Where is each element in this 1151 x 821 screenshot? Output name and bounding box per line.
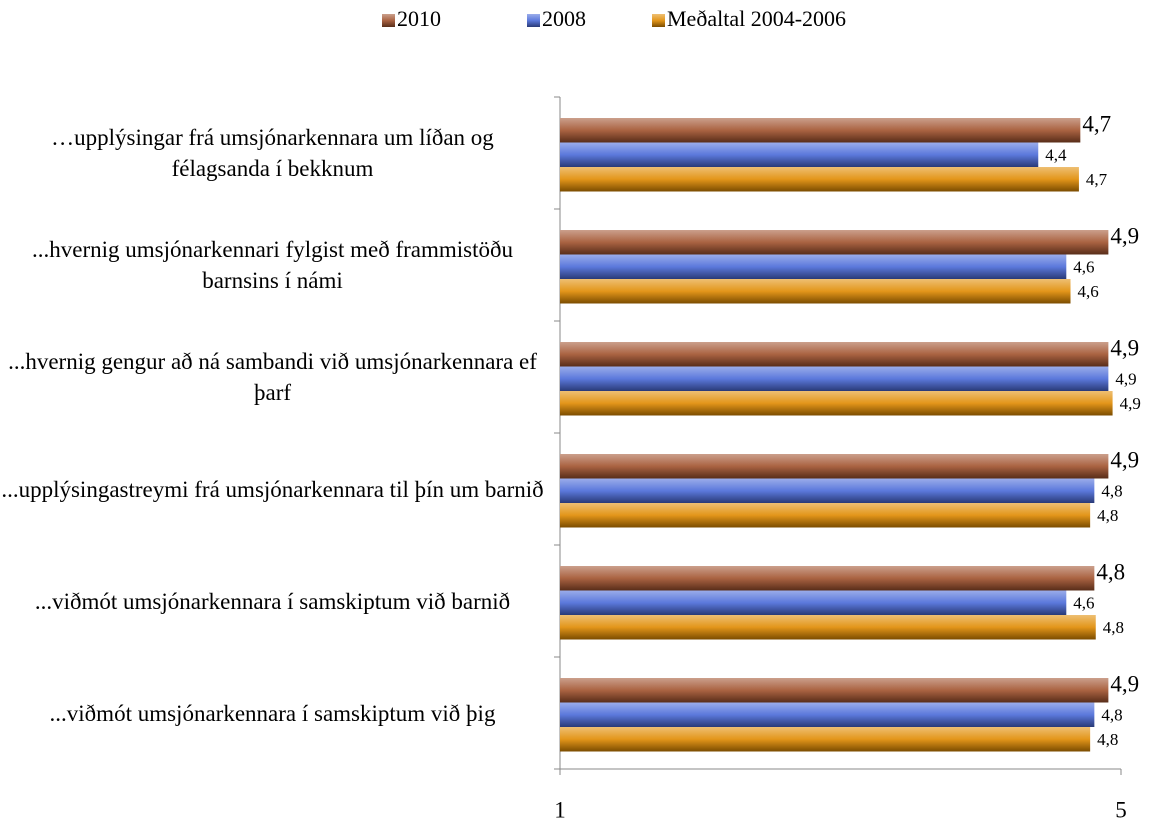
legend-label: 2010 bbox=[397, 6, 441, 31]
data-label: 4,7 bbox=[1082, 112, 1111, 137]
bar bbox=[560, 678, 1109, 703]
category-label: …upplýsingar frá umsjónarkennara um líða… bbox=[51, 125, 494, 181]
data-label: 4,9 bbox=[1110, 224, 1139, 249]
data-label: 4,6 bbox=[1073, 258, 1094, 277]
x-tick-label: 5 bbox=[1115, 797, 1127, 821]
bar bbox=[560, 167, 1079, 192]
legend-swatch bbox=[652, 14, 665, 27]
category-label: ...upplýsingastreymi frá umsjónarkennara… bbox=[1, 476, 544, 502]
category-label: ...hvernig umsjónarkennari fylgist með f… bbox=[32, 237, 513, 293]
data-label: 4,8 bbox=[1097, 730, 1118, 749]
category-label: ...hvernig gengur að ná sambandi við ums… bbox=[8, 349, 537, 405]
bar bbox=[560, 727, 1091, 752]
data-label: 4,9 bbox=[1110, 672, 1139, 697]
data-label: 4,6 bbox=[1073, 594, 1094, 613]
bar bbox=[560, 615, 1096, 640]
data-label: 4,4 bbox=[1045, 146, 1067, 165]
bar bbox=[560, 366, 1109, 391]
bar bbox=[560, 391, 1113, 416]
bar bbox=[560, 702, 1095, 727]
data-label: 4,9 bbox=[1110, 336, 1139, 361]
data-label: 4,6 bbox=[1078, 282, 1099, 301]
data-label: 4,8 bbox=[1101, 482, 1122, 501]
category-label: ...viðmót umsjónarkennara í samskiptum v… bbox=[34, 588, 511, 614]
bar bbox=[560, 230, 1109, 255]
x-tick-label: 1 bbox=[554, 797, 566, 821]
bar bbox=[560, 454, 1109, 479]
bar bbox=[560, 142, 1039, 167]
data-label: 4,8 bbox=[1096, 560, 1125, 585]
legend-label: 2008 bbox=[542, 6, 586, 31]
data-label: 4,8 bbox=[1101, 706, 1122, 725]
data-label: 4,9 bbox=[1110, 448, 1139, 473]
bar bbox=[560, 566, 1095, 591]
bar bbox=[560, 590, 1067, 615]
bar bbox=[560, 478, 1095, 503]
data-label: 4,9 bbox=[1115, 370, 1136, 389]
bar bbox=[560, 279, 1071, 304]
bar bbox=[560, 503, 1091, 528]
legend-swatch bbox=[382, 14, 395, 27]
data-label: 4,8 bbox=[1103, 618, 1124, 637]
legend-swatch bbox=[527, 14, 540, 27]
data-label: 4,7 bbox=[1086, 170, 1108, 189]
category-label: ...viðmót umsjónarkennara í samskiptum v… bbox=[49, 700, 496, 726]
legend-label: Meðaltal 2004-2006 bbox=[667, 6, 846, 31]
bar bbox=[560, 342, 1109, 367]
data-label: 4,8 bbox=[1097, 506, 1118, 525]
bar bbox=[560, 254, 1067, 279]
bar bbox=[560, 118, 1081, 143]
data-label: 4,9 bbox=[1120, 394, 1141, 413]
